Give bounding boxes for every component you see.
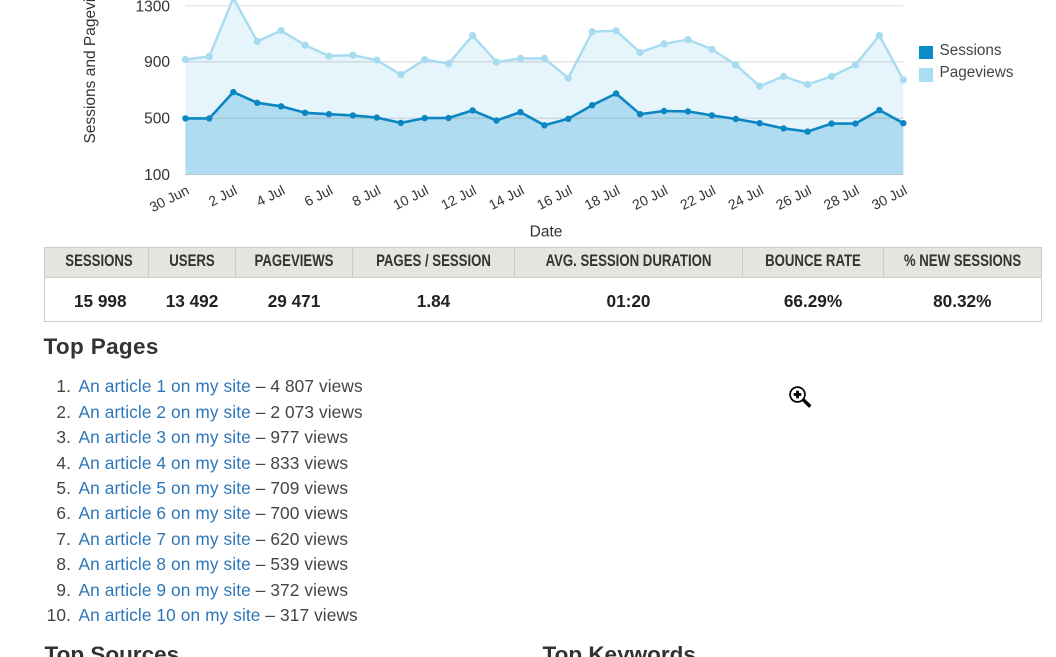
- svg-text:12 Jul: 12 Jul: [438, 182, 479, 213]
- svg-text:8 Jul: 8 Jul: [349, 182, 383, 210]
- svg-text:24 Jul: 24 Jul: [725, 182, 766, 213]
- svg-text:1300: 1300: [136, 0, 171, 15]
- svg-text:2 Jul: 2 Jul: [206, 182, 240, 210]
- svg-text:30 Jul: 30 Jul: [869, 182, 910, 213]
- svg-text:14 Jul: 14 Jul: [486, 182, 527, 213]
- svg-text:20 Jul: 20 Jul: [630, 182, 671, 213]
- svg-text:Date: Date: [530, 223, 563, 240]
- svg-text:500: 500: [144, 111, 170, 128]
- svg-text:16 Jul: 16 Jul: [534, 182, 575, 213]
- svg-text:10 Jul: 10 Jul: [390, 182, 431, 213]
- svg-text:900: 900: [144, 54, 170, 71]
- svg-text:4 Jul: 4 Jul: [254, 182, 288, 210]
- svg-text:18 Jul: 18 Jul: [582, 182, 623, 213]
- svg-text:Sessions and Pageviews: Sessions and Pageviews: [82, 0, 99, 144]
- svg-text:30 Jun: 30 Jun: [147, 182, 192, 215]
- svg-text:26 Jul: 26 Jul: [773, 182, 814, 213]
- svg-text:6 Jul: 6 Jul: [302, 182, 336, 210]
- svg-text:100: 100: [144, 167, 170, 184]
- svg-text:22 Jul: 22 Jul: [678, 182, 719, 213]
- svg-text:28 Jul: 28 Jul: [821, 182, 862, 213]
